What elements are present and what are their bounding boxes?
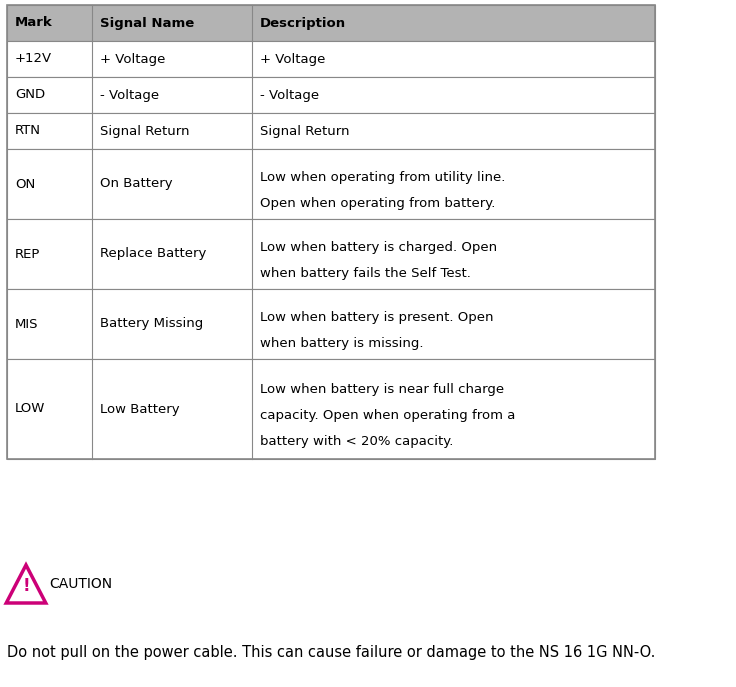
- Text: !: !: [22, 577, 30, 595]
- Text: Mark: Mark: [15, 16, 53, 30]
- Text: when battery is missing.: when battery is missing.: [260, 337, 423, 350]
- Bar: [7, 5, 655, 41]
- Bar: [7, 219, 655, 289]
- Text: Open when operating from battery.: Open when operating from battery.: [260, 196, 495, 210]
- Text: +12V: +12V: [15, 52, 52, 65]
- Text: Battery Missing: Battery Missing: [100, 317, 203, 330]
- Text: Low when battery is near full charge: Low when battery is near full charge: [260, 383, 504, 396]
- Text: CAUTION: CAUTION: [49, 577, 112, 591]
- Text: + Voltage: + Voltage: [100, 52, 166, 65]
- Bar: [7, 41, 655, 77]
- Text: - Voltage: - Voltage: [100, 89, 159, 102]
- Bar: [7, 149, 655, 219]
- Text: LOW: LOW: [15, 403, 46, 416]
- Text: Signal Return: Signal Return: [260, 124, 350, 137]
- Text: GND: GND: [15, 89, 45, 102]
- Bar: [7, 5, 655, 459]
- Text: Low Battery: Low Battery: [100, 403, 180, 416]
- Text: battery with < 20% capacity.: battery with < 20% capacity.: [260, 436, 453, 449]
- Text: REP: REP: [15, 247, 40, 260]
- Polygon shape: [6, 565, 46, 603]
- Bar: [7, 359, 655, 459]
- Text: Replace Battery: Replace Battery: [100, 247, 206, 260]
- Bar: [7, 113, 655, 149]
- Text: Do not pull on the power cable. This can cause failure or damage to the NS 16 1G: Do not pull on the power cable. This can…: [7, 645, 655, 660]
- Text: Signal Return: Signal Return: [100, 124, 189, 137]
- Text: On Battery: On Battery: [100, 177, 173, 190]
- Text: Low when operating from utility line.: Low when operating from utility line.: [260, 172, 506, 185]
- Text: - Voltage: - Voltage: [260, 89, 319, 102]
- Text: capacity. Open when operating from a: capacity. Open when operating from a: [260, 409, 515, 422]
- Bar: [7, 289, 655, 359]
- Text: RTN: RTN: [15, 124, 41, 137]
- Text: Signal Name: Signal Name: [100, 16, 194, 30]
- Text: MIS: MIS: [15, 317, 38, 330]
- Text: Low when battery is present. Open: Low when battery is present. Open: [260, 311, 494, 324]
- Text: Low when battery is charged. Open: Low when battery is charged. Open: [260, 242, 497, 254]
- Text: Description: Description: [260, 16, 346, 30]
- Text: ON: ON: [15, 177, 35, 190]
- Text: when battery fails the Self Test.: when battery fails the Self Test.: [260, 267, 471, 280]
- Text: + Voltage: + Voltage: [260, 52, 325, 65]
- Bar: [7, 77, 655, 113]
